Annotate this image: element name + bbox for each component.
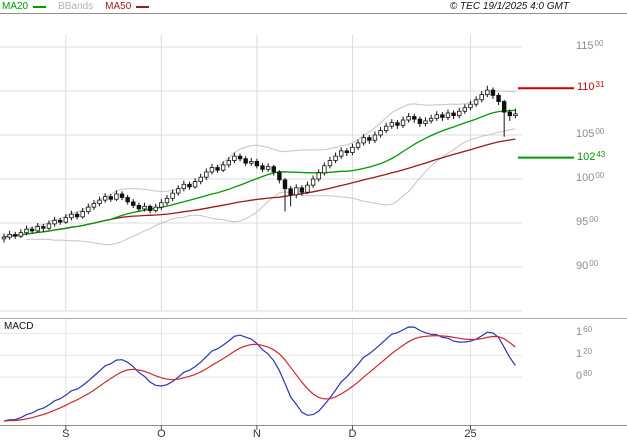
- legend: MA20 BBands MA50: [2, 0, 150, 13]
- x-axis-label-O: O: [157, 428, 166, 440]
- legend-label-ma50: MA50: [105, 1, 132, 12]
- ma50-line: [3, 138, 516, 238]
- grid: [0, 35, 522, 425]
- x-axis-label-D: D: [348, 428, 357, 440]
- macd-signal-line: [3, 334, 516, 422]
- x-axis-label-N: N: [252, 428, 261, 440]
- candles: [1, 85, 518, 243]
- macd-axis-label: 120: [576, 347, 593, 361]
- price-axis-label: 11500: [576, 39, 604, 52]
- support-level-label: 10243: [576, 150, 609, 164]
- ma20-line: [3, 109, 516, 238]
- legend-item-bbands: BBands: [58, 1, 93, 12]
- macd-axis-label: 080: [576, 369, 593, 383]
- macd-panel-title: MACD: [4, 321, 34, 332]
- price-axis-label: 9500: [576, 215, 599, 228]
- resistance-level-label: 11031: [576, 80, 608, 95]
- price-axis-label: 10000: [576, 171, 605, 184]
- ma50-line-swatch: [136, 5, 150, 8]
- copyright-text: © TEC 19/1/2025 4:0 GMT: [449, 1, 569, 12]
- macd-line: [3, 326, 516, 422]
- bband-lower-line: [26, 128, 516, 246]
- ma20-line-swatch: [33, 5, 47, 8]
- bband-upper-line: [26, 90, 516, 229]
- macd-axis-label: 160: [576, 325, 593, 339]
- x-axis-label-25: 25: [464, 428, 477, 440]
- price-axis-label: 9000: [576, 259, 599, 272]
- legend-item-ma50: MA50: [105, 1, 150, 12]
- price-axis-label: 10500: [576, 127, 605, 140]
- legend-item-ma20: MA20: [2, 1, 47, 12]
- x-axis-label-S: S: [62, 428, 70, 440]
- legend-label-ma20: MA20: [2, 1, 29, 12]
- legend-label-bbands: BBands: [58, 1, 94, 12]
